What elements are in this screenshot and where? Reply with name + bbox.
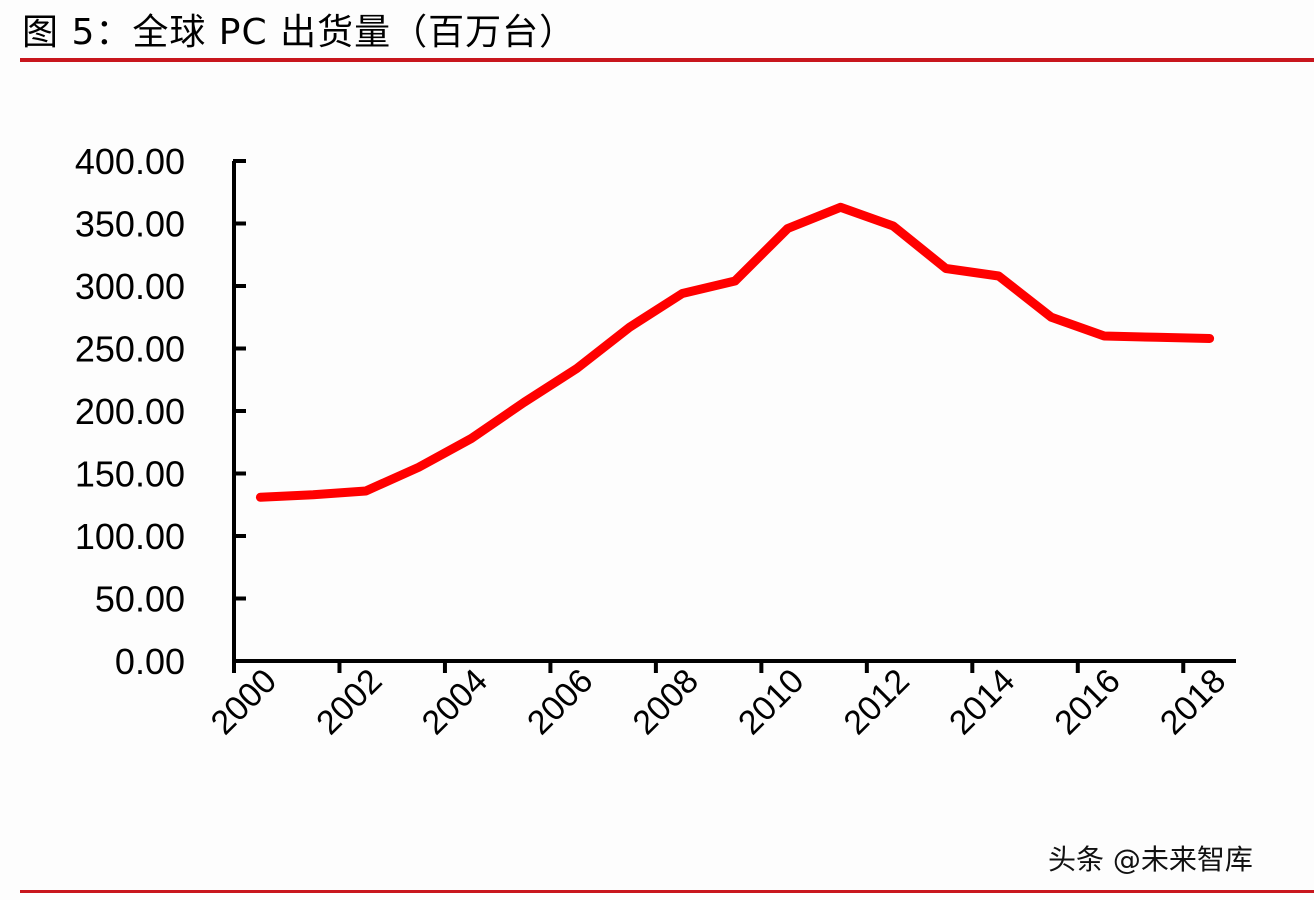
x-tick-label: 2002 (309, 662, 389, 742)
y-tick-label: 100.00 (75, 516, 185, 557)
x-tick-label: 2004 (415, 662, 495, 742)
x-tick-label: 2010 (731, 662, 811, 742)
y-tick-label: 50.00 (95, 579, 185, 620)
x-axis: 2000 2002 2004 2006 2008 2010 2012 2014 2016 2018 (204, 659, 1236, 742)
bottom-rule (20, 890, 1314, 893)
y-tick-label: 150.00 (75, 454, 185, 495)
x-tick-label: 2008 (626, 662, 706, 742)
y-tick-label: 400.00 (75, 141, 185, 182)
title-underline (20, 58, 1314, 62)
x-tick-label: 2006 (520, 662, 600, 742)
x-tick-label: 2018 (1153, 662, 1233, 742)
x-tick-label: 2014 (942, 662, 1022, 742)
series-line (255, 202, 1215, 502)
source-watermark: 头条 @未来智库 (1048, 843, 1253, 876)
x-tick-label: 2012 (837, 662, 917, 742)
y-tick-label: 350.00 (75, 204, 185, 245)
y-tick-label: 200.00 (75, 391, 185, 432)
y-tick-label: 250.00 (75, 329, 185, 370)
chart-title: 图 5：全球 PC 出货量（百万台） (22, 12, 577, 53)
series-polyline (255, 202, 1215, 502)
y-axis: 0.00 50.00 100.00 150.00 200.00 250.00 300.00 3… (75, 141, 246, 682)
x-tick-label: 2000 (204, 662, 284, 742)
y-tick-label: 300.00 (75, 266, 185, 307)
y-tick-label: 0.00 (115, 641, 185, 682)
x-tick-label: 2016 (1047, 662, 1127, 742)
